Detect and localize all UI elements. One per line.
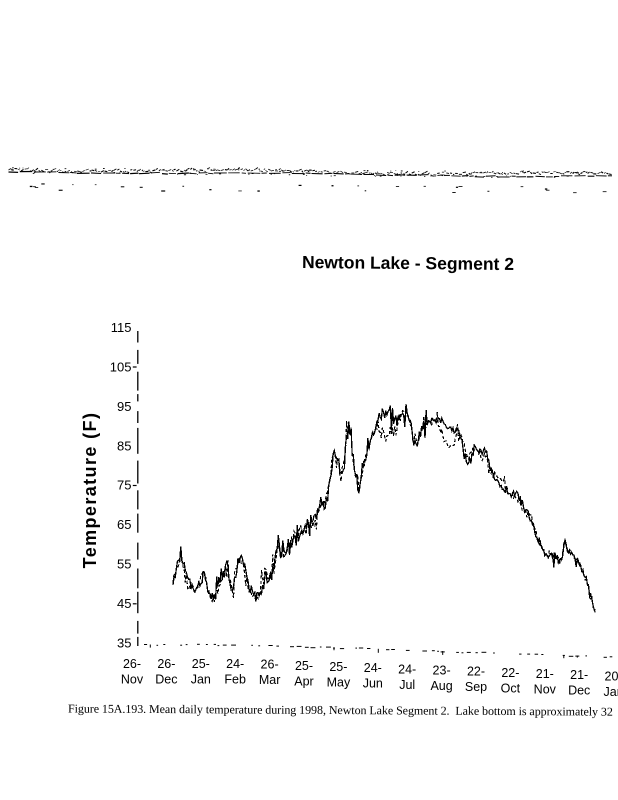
svg-text:24-: 24-: [398, 662, 416, 676]
svg-text:Jan: Jan: [191, 673, 211, 687]
svg-text:Oct: Oct: [501, 681, 521, 695]
svg-text:Nov: Nov: [121, 673, 144, 687]
svg-text:26-: 26-: [157, 657, 175, 671]
svg-text:25-: 25-: [192, 657, 210, 671]
svg-text:26-: 26-: [261, 658, 279, 672]
svg-text:Dec: Dec: [155, 673, 177, 687]
svg-text:35: 35: [117, 635, 131, 650]
svg-text:Dec: Dec: [568, 684, 590, 698]
svg-text:Temperature (F): Temperature (F): [80, 412, 100, 569]
svg-text:21-: 21-: [570, 668, 588, 682]
svg-text:May: May: [327, 676, 351, 690]
svg-text:21-: 21-: [536, 667, 554, 681]
svg-text:Feb: Feb: [224, 673, 246, 687]
svg-text:Jul: Jul: [399, 678, 415, 692]
svg-text:20-: 20-: [605, 669, 618, 683]
svg-text:Aug: Aug: [430, 679, 452, 693]
svg-text:24-: 24-: [226, 657, 244, 671]
svg-text:95: 95: [117, 399, 131, 414]
svg-text:Sep: Sep: [465, 680, 487, 694]
svg-text:Mar: Mar: [259, 673, 281, 687]
svg-text:25-: 25-: [295, 659, 313, 673]
svg-text:Apr: Apr: [294, 674, 313, 688]
svg-text:24-: 24-: [364, 661, 382, 675]
svg-text:Jun: Jun: [363, 677, 383, 691]
svg-text:23-: 23-: [433, 664, 451, 678]
svg-text:105: 105: [110, 360, 132, 375]
svg-text:Jan: Jan: [604, 685, 618, 699]
svg-text:Nov: Nov: [534, 683, 557, 697]
svg-text:25-: 25-: [329, 660, 347, 674]
svg-text:22-: 22-: [467, 665, 485, 679]
svg-text:26-: 26-: [123, 657, 141, 671]
svg-text:75: 75: [117, 478, 131, 493]
svg-text:Figure 15A.193. Mean daily tem: Figure 15A.193. Mean daily temperature d…: [68, 702, 613, 719]
svg-text:115: 115: [111, 320, 132, 335]
svg-text:65: 65: [117, 517, 131, 532]
svg-text:22-: 22-: [501, 666, 519, 680]
svg-text:55: 55: [117, 557, 131, 572]
svg-text:45: 45: [117, 596, 131, 611]
svg-text:85: 85: [117, 438, 131, 453]
svg-text:Newton Lake - Segment 2: Newton Lake - Segment 2: [302, 252, 514, 274]
